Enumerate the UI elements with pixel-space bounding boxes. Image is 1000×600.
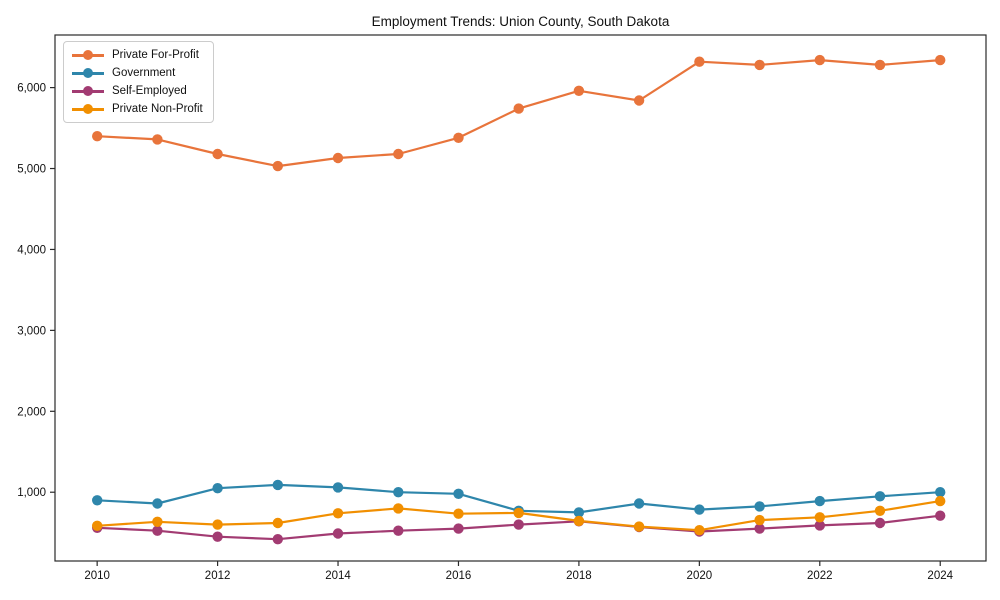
data-point-private-non-profit-2012 <box>212 519 223 530</box>
legend-label: Self-Employed <box>112 85 187 97</box>
x-tick-label: 2014 <box>325 570 351 582</box>
data-point-private-for-profit-2023 <box>874 59 886 71</box>
y-tick-label: 1,000 <box>17 487 46 499</box>
data-point-private-non-profit-2021 <box>754 514 765 526</box>
x-tick-label: 2016 <box>446 570 472 582</box>
data-point-government-2018 <box>573 507 585 518</box>
data-point-private-for-profit-2013 <box>272 160 283 172</box>
data-point-self-employed-2015 <box>393 525 404 536</box>
data-point-private-non-profit-2010 <box>92 520 103 531</box>
data-point-private-non-profit-2015 <box>393 503 404 514</box>
legend-item: Self-Employed <box>72 85 203 97</box>
legend-label: Private For-Profit <box>112 49 199 61</box>
x-tick-label: 2020 <box>687 570 713 582</box>
data-point-private-non-profit-2019 <box>633 521 645 532</box>
data-point-private-for-profit-2011 <box>152 134 163 145</box>
data-point-private-for-profit-2010 <box>92 131 103 142</box>
data-point-private-non-profit-2023 <box>874 505 886 516</box>
legend-marker-icon <box>72 68 104 79</box>
legend-item: Government <box>72 67 203 79</box>
data-point-government-2022 <box>814 495 825 507</box>
data-point-private-for-profit-2012 <box>212 148 223 160</box>
data-point-private-non-profit-2016 <box>453 508 464 519</box>
data-point-government-2024 <box>935 487 946 498</box>
data-point-private-non-profit-2024 <box>935 495 946 507</box>
data-point-self-employed-2014 <box>332 528 344 539</box>
data-point-private-non-profit-2017 <box>513 507 524 519</box>
data-point-private-for-profit-2016 <box>453 132 464 143</box>
data-point-government-2023 <box>874 491 886 502</box>
data-point-private-for-profit-2019 <box>633 95 645 106</box>
data-point-government-2016 <box>453 488 464 499</box>
x-tick-label: 2022 <box>807 570 833 582</box>
data-point-private-non-profit-2011 <box>152 516 163 527</box>
data-point-self-employed-2011 <box>152 525 163 536</box>
y-tick-label: 3,000 <box>17 325 46 337</box>
x-tick-label: 2018 <box>566 570 592 582</box>
data-point-private-non-profit-2022 <box>814 512 825 523</box>
chart-title: Employment Trends: Union County, South D… <box>371 14 670 29</box>
data-point-government-2012 <box>212 483 223 494</box>
data-point-government-2013 <box>272 479 283 491</box>
data-point-private-non-profit-2018 <box>573 515 585 527</box>
data-point-government-2010 <box>92 495 103 506</box>
data-point-private-for-profit-2018 <box>573 85 585 97</box>
data-point-government-2015 <box>393 487 404 498</box>
plot-border <box>54 34 987 562</box>
y-tick-label: 4,000 <box>17 244 46 256</box>
y-tick-label: 5,000 <box>17 164 46 176</box>
legend-label: Private Non-Profit <box>112 103 203 115</box>
x-tick-label: 2010 <box>84 570 110 582</box>
legend-marker-icon <box>72 50 104 61</box>
data-point-government-2011 <box>152 498 163 509</box>
x-tick-label: 2024 <box>927 570 953 582</box>
data-point-self-employed-2017 <box>513 519 524 530</box>
data-point-government-2021 <box>754 501 765 512</box>
legend-item: Private Non-Profit <box>72 103 203 115</box>
legend-marker-icon <box>72 104 104 115</box>
data-point-private-for-profit-2022 <box>814 54 825 66</box>
data-point-private-non-profit-2014 <box>332 508 344 519</box>
data-point-private-non-profit-2020 <box>694 525 705 536</box>
data-point-private-for-profit-2024 <box>935 54 946 66</box>
data-point-private-for-profit-2021 <box>754 59 765 71</box>
data-point-self-employed-2021 <box>754 523 765 534</box>
legend-marker-icon <box>72 86 104 97</box>
data-point-private-for-profit-2015 <box>393 148 404 160</box>
data-point-self-employed-2023 <box>874 517 886 529</box>
data-point-self-employed-2024 <box>935 510 946 521</box>
y-tick-label: 6,000 <box>17 83 46 95</box>
data-point-self-employed-2022 <box>814 520 825 531</box>
data-point-self-employed-2013 <box>272 534 283 545</box>
data-point-private-non-profit-2013 <box>272 517 283 529</box>
legend-label: Government <box>112 67 176 79</box>
data-point-self-employed-2012 <box>212 531 223 542</box>
data-point-government-2020 <box>694 504 705 515</box>
data-point-government-2014 <box>332 482 344 493</box>
data-point-private-for-profit-2017 <box>513 103 524 114</box>
data-point-private-for-profit-2014 <box>332 152 344 164</box>
legend-item: Private For-Profit <box>72 49 203 61</box>
y-tick-label: 2,000 <box>17 406 46 418</box>
data-point-self-employed-2016 <box>453 523 464 534</box>
data-point-private-for-profit-2020 <box>694 56 705 67</box>
legend: Private For-Profit Government Self-Employe… <box>63 41 214 123</box>
data-point-government-2019 <box>633 498 645 509</box>
x-tick-label: 2012 <box>205 570 231 582</box>
